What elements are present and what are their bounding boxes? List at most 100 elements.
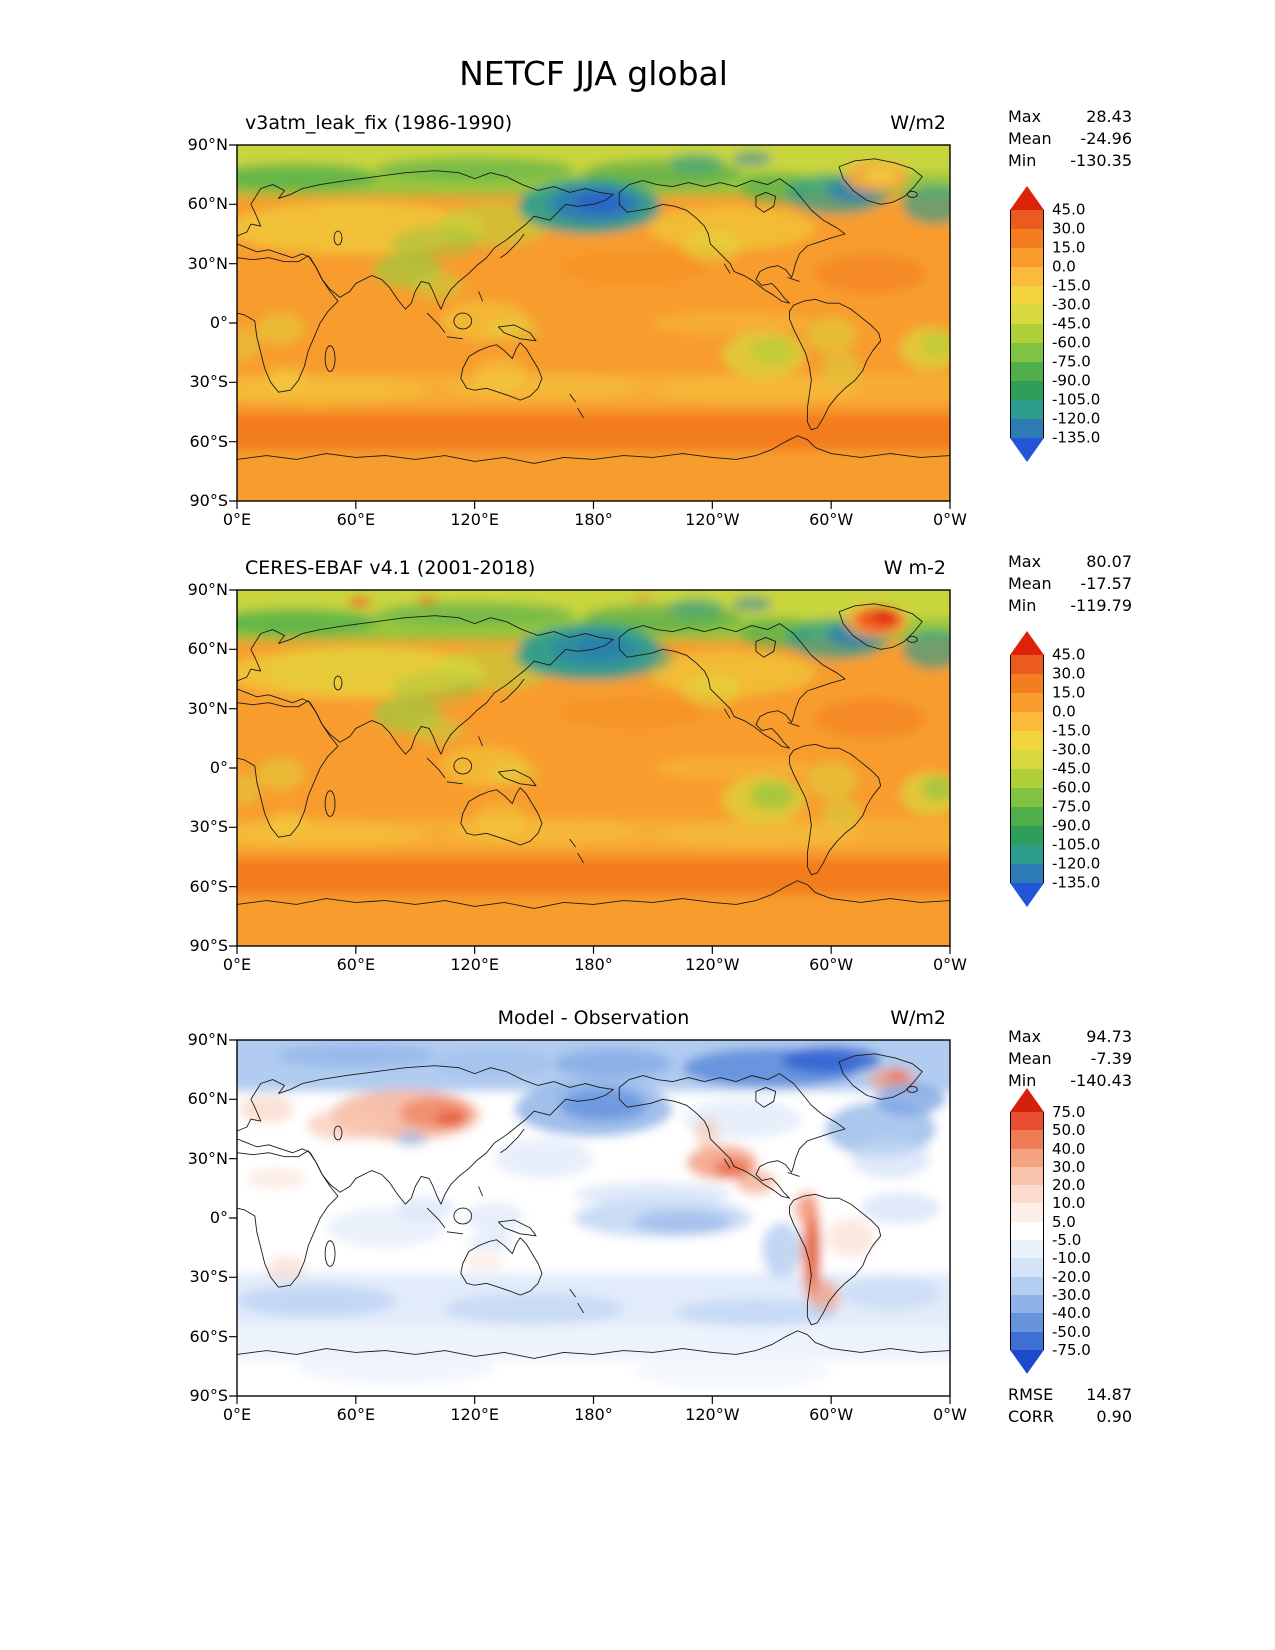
y-tick-label: 30°S	[189, 817, 228, 837]
colorbar-segment	[1011, 381, 1043, 400]
colorbar-tick-label: 30.0	[1052, 219, 1086, 238]
colorbar-segment	[1011, 305, 1043, 324]
x-tick-label: 60°W	[809, 955, 854, 974]
metric-label: RMSE	[1008, 1385, 1054, 1404]
colorbar-segment	[1011, 267, 1043, 286]
metric-label: CORR	[1008, 1407, 1054, 1426]
colorbar-tick-label: 15.0	[1052, 683, 1086, 702]
y-tick-label: 30°N	[187, 1148, 228, 1168]
x-tick-label: 0°E	[222, 510, 252, 529]
panel2-units: W m-2	[883, 557, 946, 579]
panel2-map-svg	[228, 589, 951, 955]
panel1-units: W/m2	[890, 112, 946, 134]
panel1-x-axis-labels: 0°E 60°E 120°E 180° 120°W 60°W 0°W	[223, 510, 967, 530]
colorbar-arrow-up	[1010, 1088, 1044, 1112]
colorbar-tick-label: 50.0	[1052, 1121, 1086, 1140]
colorbar-tick-label: -75.0	[1052, 1340, 1091, 1359]
y-tick-label: 0°	[209, 312, 228, 332]
colorbar-segment	[1011, 1148, 1043, 1167]
y-tick-label: 90°N	[187, 580, 228, 599]
stat-label: Min	[1008, 151, 1037, 170]
x-tick-label: 120°E	[450, 510, 499, 529]
panel3-colorbar	[1010, 1088, 1044, 1374]
stat-value: 28.43	[1086, 107, 1132, 126]
y-tick-label: 90°S	[189, 1385, 228, 1405]
x-tick-label: 120°W	[685, 1405, 740, 1424]
colorbar-tick-label: -60.0	[1052, 333, 1091, 352]
colorbar-tick-label: 5.0	[1052, 1212, 1076, 1231]
x-tick-label: 120°W	[685, 510, 740, 529]
colorbar-tick-label: 0.0	[1052, 702, 1076, 721]
stat-row: Min -119.79	[1008, 595, 1132, 617]
colorbar-segment	[1011, 1331, 1043, 1350]
colorbar-tick-label: -30.0	[1052, 1285, 1091, 1304]
stat-label: Min	[1008, 1071, 1037, 1090]
stat-row: Max 94.73	[1008, 1026, 1132, 1048]
stat-value: -7.39	[1090, 1049, 1132, 1068]
panel3-units: W/m2	[890, 1007, 946, 1029]
x-tick-label: 0°W	[933, 1405, 967, 1424]
panel2-title: CERES-EBAF v4.1 (2001-2018)	[245, 557, 536, 579]
panel1-colorbar	[1010, 186, 1044, 462]
stat-label: Max	[1008, 107, 1042, 126]
panel3-header: Model - Observation W/m2	[237, 1007, 950, 1031]
y-tick-label: 30°S	[189, 1267, 228, 1287]
colorbar-tick-label: 30.0	[1052, 664, 1086, 683]
colorbar-segment	[1011, 807, 1043, 826]
colorbar-segment	[1011, 343, 1043, 362]
colorbar-tick-label: 15.0	[1052, 238, 1086, 257]
x-tick-label: 0°W	[933, 955, 967, 974]
colorbar-arrow-down	[1010, 438, 1044, 462]
panel1-title: v3atm_leak_fix (1986-1990)	[245, 112, 513, 134]
stat-row: Min -130.35	[1008, 150, 1132, 172]
colorbar-tick-label: -15.0	[1052, 276, 1091, 295]
metric-row: CORR 0.90	[1008, 1406, 1132, 1428]
colorbar-segment	[1011, 845, 1043, 864]
colorbar-segment	[1011, 655, 1043, 674]
stat-row: Mean -17.57	[1008, 573, 1132, 595]
colorbar-segment	[1011, 750, 1043, 769]
panel2-stats: Max 80.07 Mean -17.57 Min -119.79	[1008, 551, 1132, 617]
panel2-x-axis-labels: 0°E 60°E 120°E 180° 120°W 60°W 0°W	[223, 955, 967, 975]
x-tick-label: 0°W	[933, 510, 967, 529]
colorbar-segments	[1010, 210, 1044, 438]
panel3-y-axis-labels: 90°N 60°N 30°N 0° 30°S 60°S 90°S	[148, 1030, 228, 1406]
colorbar-tick-label: -120.0	[1052, 409, 1101, 428]
stat-label: Max	[1008, 1027, 1042, 1046]
panel1-map-svg	[228, 144, 951, 510]
panel3-colorbar-labels: 75.0 50.0 40.0 30.0 20.0 10.0 5.0 -5.0 -10.0 -20.…	[1052, 1103, 1091, 1368]
panel2-header: CERES-EBAF v4.1 (2001-2018) W m-2	[237, 557, 950, 581]
colorbar-segment	[1011, 286, 1043, 305]
colorbar-tick-label: -105.0	[1052, 835, 1101, 854]
colorbar-segment	[1011, 210, 1043, 229]
colorbar-tick-label: -105.0	[1052, 390, 1101, 409]
panel1-map	[228, 144, 951, 510]
colorbar-segment	[1011, 419, 1043, 438]
x-tick-label: 60°E	[336, 1405, 376, 1424]
metric-value: 0.90	[1096, 1407, 1132, 1426]
stat-row: Max 28.43	[1008, 106, 1132, 128]
colorbar-tick-label: -90.0	[1052, 816, 1091, 835]
colorbar-segment	[1011, 1203, 1043, 1222]
colorbar-segment	[1011, 1240, 1043, 1259]
x-tick-label: 60°W	[809, 1405, 854, 1424]
colorbar-segments	[1010, 1112, 1044, 1350]
metric-value: 14.87	[1086, 1385, 1132, 1404]
stat-label: Mean	[1008, 1049, 1052, 1068]
colorbar-segment	[1011, 1313, 1043, 1332]
colorbar-tick-label: -75.0	[1052, 797, 1091, 816]
colorbar-tick-label: 40.0	[1052, 1139, 1086, 1158]
x-tick-label: 0°E	[222, 955, 252, 974]
colorbar-tick-label: 20.0	[1052, 1176, 1086, 1195]
y-tick-label: 30°N	[187, 698, 228, 718]
colorbar-segment	[1011, 769, 1043, 788]
colorbar-segments	[1010, 655, 1044, 883]
colorbar-tick-label: 0.0	[1052, 257, 1076, 276]
y-tick-label: 60°N	[187, 194, 228, 214]
y-tick-label: 30°N	[187, 253, 228, 273]
stat-value: -119.79	[1070, 596, 1132, 615]
x-tick-label: 60°W	[809, 510, 854, 529]
colorbar-tick-label: -5.0	[1052, 1230, 1082, 1249]
stat-row: Mean -24.96	[1008, 128, 1132, 150]
colorbar-tick-label: 30.0	[1052, 1157, 1086, 1176]
